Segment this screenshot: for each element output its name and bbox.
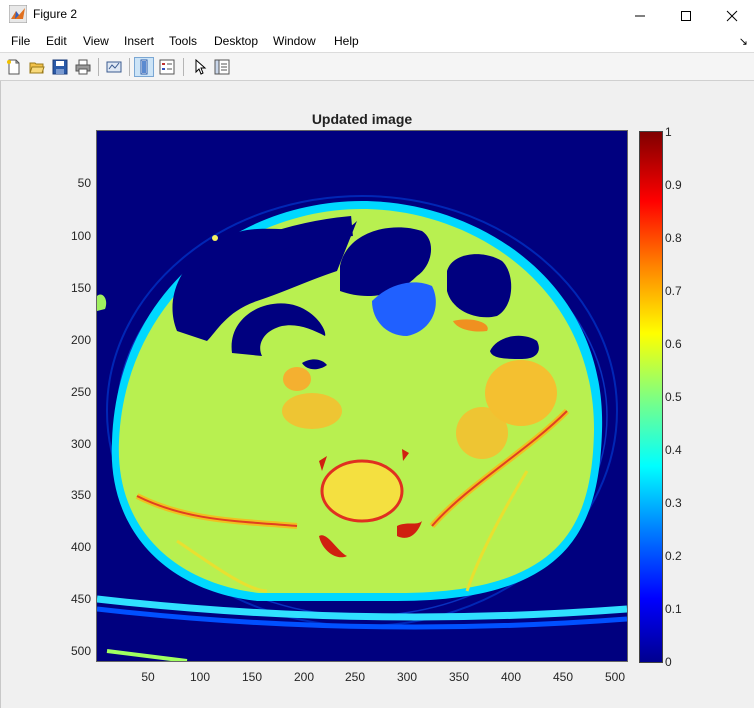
menu-file[interactable]: File [11, 34, 31, 48]
toolbar [0, 52, 754, 81]
image-axes[interactable] [96, 130, 628, 662]
save-icon[interactable] [50, 57, 70, 77]
y-tick-label: 500 [70, 644, 91, 658]
maximize-button[interactable] [662, 0, 708, 30]
y-tick-label: 250 [70, 385, 91, 399]
y-tick-label: 300 [70, 437, 91, 451]
colorbar-tick-label: 0.9 [665, 178, 682, 192]
link-plot-icon[interactable] [104, 57, 124, 77]
toolbar-separator [183, 58, 184, 76]
y-tick-label: 200 [70, 333, 91, 347]
close-button[interactable] [708, 0, 754, 30]
menu-tools[interactable]: Tools [169, 34, 198, 48]
menu-bar: File Edit View Insert Tools Desktop Wind… [0, 30, 754, 52]
open-file-icon[interactable] [27, 57, 47, 77]
colorbar-tick-label: 0.3 [665, 496, 682, 510]
x-tick-label: 250 [344, 670, 366, 684]
minimize-button[interactable] [616, 0, 662, 30]
x-tick-label: 150 [241, 670, 263, 684]
colorbar-tick-label: 0.6 [665, 337, 682, 351]
colorbar-toggle-icon[interactable] [134, 57, 154, 77]
matlab-icon [8, 4, 28, 24]
colorbar-tick-label: 0.2 [665, 549, 682, 563]
legend-icon[interactable] [157, 57, 177, 77]
ct-slice-image [97, 131, 627, 661]
x-tick-label: 400 [500, 670, 522, 684]
colorbar-tick-label: 0.8 [665, 231, 682, 245]
menu-insert[interactable]: Insert [124, 34, 155, 48]
x-tick-label: 500 [604, 670, 626, 684]
toolbar-separator [129, 58, 130, 76]
y-tick-label: 150 [70, 281, 91, 295]
menu-view[interactable]: View [83, 34, 109, 48]
dock-arrow-icon[interactable]: ↘ [738, 36, 748, 48]
y-tick-label: 100 [70, 229, 91, 243]
menu-window[interactable]: Window [273, 34, 316, 48]
colorbar-tick-label: 0.5 [665, 390, 682, 404]
colorbar-tick-label: 0.4 [665, 443, 682, 457]
edit-plot-arrow-icon[interactable] [190, 57, 210, 77]
y-tick-label: 450 [70, 592, 91, 606]
colorbar-tick-label: 0 [665, 655, 672, 669]
property-inspector-icon[interactable] [212, 57, 232, 77]
new-figure-icon[interactable] [4, 57, 24, 77]
x-tick-label: 50 [141, 670, 155, 684]
y-tick-label: 50 [77, 176, 91, 190]
menu-desktop[interactable]: Desktop [214, 34, 259, 48]
x-tick-label: 100 [189, 670, 211, 684]
colorbar-tick-label: 1 [665, 125, 672, 139]
x-tick-label: 450 [552, 670, 574, 684]
x-tick-label: 300 [396, 670, 418, 684]
menu-help[interactable]: Help [334, 34, 359, 48]
title-bar: Figure 2 [0, 0, 754, 30]
window-title: Figure 2 [33, 7, 78, 21]
x-tick-label: 350 [448, 670, 470, 684]
x-tick-label: 200 [293, 670, 315, 684]
colorbar-tick-label: 0.7 [665, 284, 682, 298]
axes-title: Updated image [311, 111, 413, 127]
y-tick-label: 350 [70, 488, 91, 502]
colorbar[interactable] [639, 131, 663, 663]
toolbar-separator [98, 58, 99, 76]
menu-edit[interactable]: Edit [46, 34, 67, 48]
y-tick-label: 400 [70, 540, 91, 554]
colorbar-tick-label: 0.1 [665, 602, 682, 616]
print-icon[interactable] [73, 57, 93, 77]
